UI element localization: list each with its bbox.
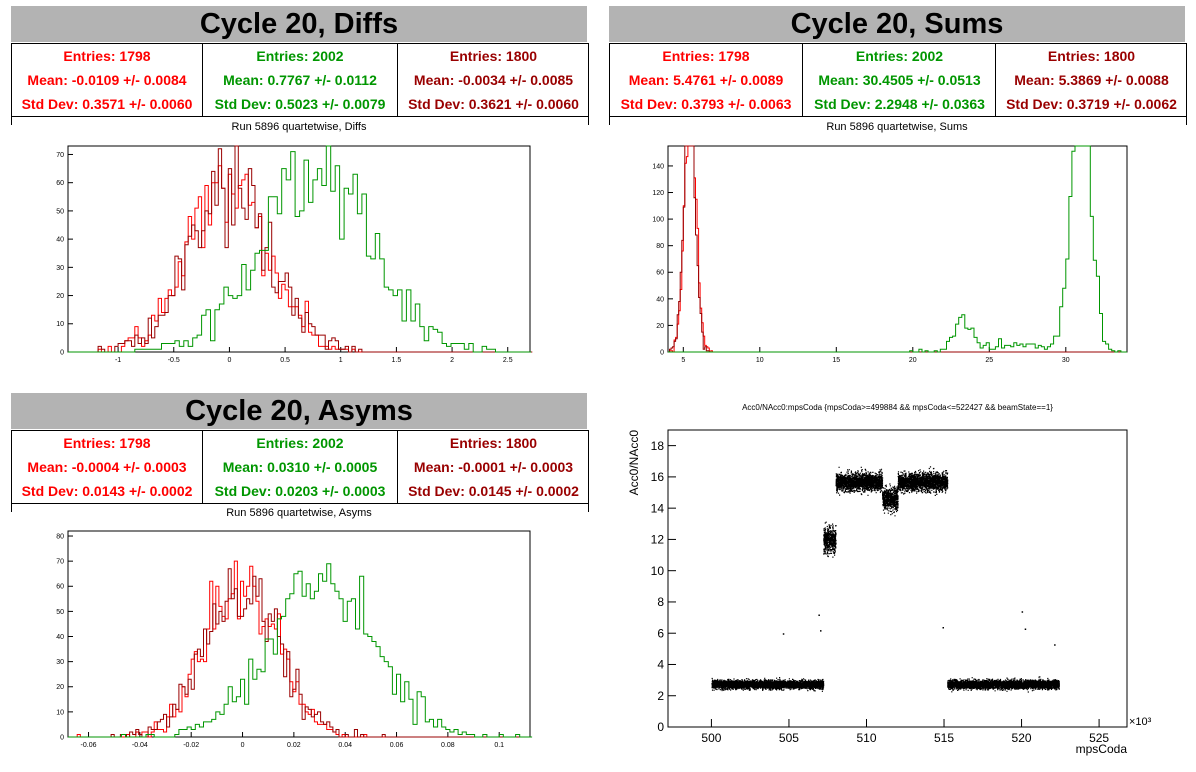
mean: Mean: -0.0004 +/- 0.0003 <box>27 459 187 475</box>
y-tick-label: 6 <box>657 626 664 640</box>
stats-box: Entries: 1798 Mean: -0.0004 +/- 0.0003 S… <box>11 430 589 512</box>
acc0-scatter-plot: 500 505 510 515 520 525 0 2 4 6 8 10 12 14 16 18 Acc0/NA… <box>627 403 1152 756</box>
mean: Mean: 5.4761 +/- 0.0089 <box>628 72 784 88</box>
mean: Mean: 0.0310 +/- 0.0005 <box>222 459 378 475</box>
y-axis-label: Acc0/NAcc0 <box>627 430 641 496</box>
entries: Entries: 1800 <box>1047 48 1136 64</box>
x-axis-label: mpsCoda <box>1076 742 1128 756</box>
panel-title: Cycle 20, Sums <box>609 6 1185 42</box>
scatter-points <box>711 466 1060 693</box>
stats-cell: Entries: 2002 Mean: 30.4505 +/- 0.0513 S… <box>802 43 996 117</box>
plot-frame <box>667 429 1128 728</box>
entries: Entries: 1800 <box>449 48 538 64</box>
mean: Mean: -0.0001 +/- 0.0003 <box>413 459 574 475</box>
panel-title: Cycle 20, Diffs <box>11 6 587 42</box>
stats-cell: Entries: 1800 Mean: -0.0034 +/- 0.0085 S… <box>397 43 589 117</box>
entries: Entries: 1798 <box>63 48 151 64</box>
stats-cell: Entries: 2002 Mean: 0.0310 +/- 0.0005 St… <box>202 430 397 504</box>
std-dev: Std Dev: 0.3793 +/- 0.0063 <box>620 96 792 112</box>
mean: Mean: 0.7767 +/- 0.0112 <box>223 72 377 88</box>
mean: Mean: 30.4505 +/- 0.0513 <box>818 72 981 88</box>
x-tick-label: 510 <box>856 731 876 745</box>
x-tick-label: 515 <box>934 731 954 745</box>
y-tick-label: 18 <box>651 439 665 453</box>
hist-subtitle: Run 5896 quartetwise, Diffs <box>231 121 367 133</box>
diffs-panel: Cycle 20, Diffs Entries: 1798 Mean: -0.0… <box>11 6 597 366</box>
stats-cell: Entries: 1798 Mean: -0.0004 +/- 0.0003 S… <box>12 430 202 504</box>
y-tick-label: 8 <box>657 595 664 609</box>
x-tick-label: 505 <box>779 731 799 745</box>
y-tick-label: 14 <box>651 501 665 515</box>
stats-box: Entries: 1798 Mean: -0.0109 +/- 0.0084 S… <box>11 43 589 125</box>
std-dev: Std Dev: 0.3571 +/- 0.0060 <box>21 96 193 112</box>
std-dev: Std Dev: 2.2948 +/- 0.0363 <box>814 96 985 112</box>
x-tick-label: 500 <box>701 731 721 745</box>
scatter-title: Acc0/NAcc0:mpsCoda {mpsCoda>=499884 && m… <box>742 403 1053 412</box>
y-tick-label: 10 <box>651 564 665 578</box>
entries: Entries: 2002 <box>256 48 344 64</box>
hist-subtitle: Run 5896 quartetwise, Sums <box>826 121 968 133</box>
entries: Entries: 2002 <box>855 48 944 64</box>
entries: Entries: 1798 <box>662 48 750 64</box>
y-tick-label: 16 <box>651 470 665 484</box>
entries: Entries: 1800 <box>449 435 538 451</box>
stats-cell: Entries: 2002 Mean: 0.7767 +/- 0.0112 St… <box>202 43 397 117</box>
stats-cell: Entries: 1800 Mean: 5.3869 +/- 0.0088 St… <box>995 43 1187 117</box>
stats-cell: Entries: 1800 Mean: -0.0001 +/- 0.0003 S… <box>397 430 589 504</box>
mean: Mean: -0.0034 +/- 0.0085 <box>413 72 574 88</box>
hist-subtitle: Run 5896 quartetwise, Asyms <box>226 507 372 519</box>
y-tick-label: 12 <box>651 533 665 547</box>
mean: Mean: 5.3869 +/- 0.0088 <box>1014 72 1169 88</box>
std-dev: Std Dev: 0.0143 +/- 0.0002 <box>21 483 193 499</box>
x-exponent-label: ×10³ <box>1129 716 1152 728</box>
std-dev: Std Dev: 0.3621 +/- 0.0060 <box>408 96 579 112</box>
asyms-panel: Cycle 20, Asyms Entries: 1798 Mean: -0.0… <box>11 393 597 753</box>
stats-cell: Entries: 1798 Mean: 5.4761 +/- 0.0089 St… <box>610 43 802 117</box>
x-tick-label: 520 <box>1012 731 1032 745</box>
panel-title: Cycle 20, Asyms <box>11 393 587 429</box>
mean: Mean: -0.0109 +/- 0.0084 <box>27 72 187 88</box>
y-tick-label: 4 <box>657 658 664 672</box>
y-tick-label: 2 <box>657 689 664 703</box>
std-dev: Std Dev: 0.3719 +/- 0.0062 <box>1006 96 1177 112</box>
std-dev: Std Dev: 0.5023 +/- 0.0079 <box>214 96 386 112</box>
entries: Entries: 2002 <box>256 435 344 451</box>
entries: Entries: 1798 <box>63 435 151 451</box>
x-tick-label: 525 <box>1089 731 1109 745</box>
stats-cell: Entries: 1798 Mean: -0.0109 +/- 0.0084 S… <box>12 43 202 117</box>
std-dev: Std Dev: 0.0203 +/- 0.0003 <box>214 483 386 499</box>
std-dev: Std Dev: 0.0145 +/- 0.0002 <box>408 483 579 499</box>
y-tick-label: 0 <box>657 720 664 734</box>
stats-box: Entries: 1798 Mean: 5.4761 +/- 0.0089 St… <box>609 43 1187 125</box>
sums-panel: Cycle 20, Sums Entries: 1798 Mean: 5.476… <box>609 6 1195 366</box>
